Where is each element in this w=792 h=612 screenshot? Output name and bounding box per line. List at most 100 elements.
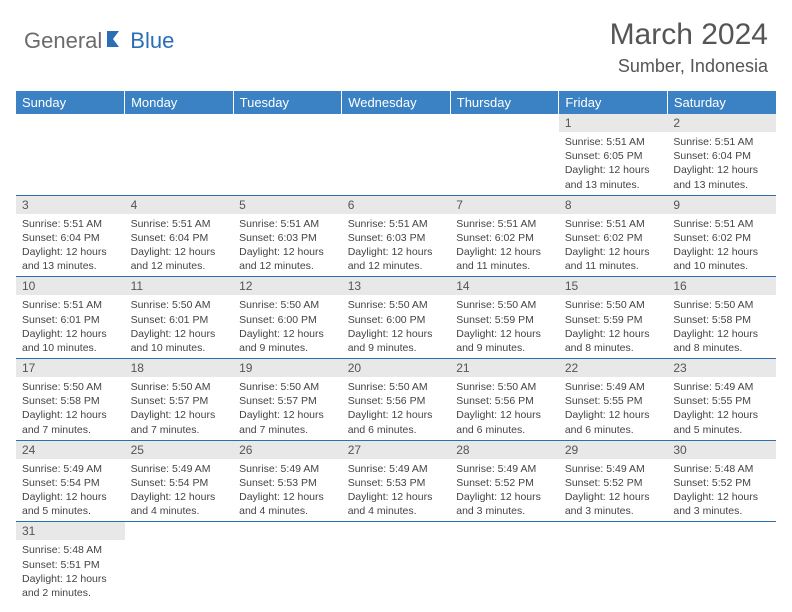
day-details: Sunrise: 5:50 AMSunset: 5:56 PMDaylight:… (450, 377, 559, 440)
calendar-cell: 12Sunrise: 5:50 AMSunset: 6:00 PMDayligh… (233, 277, 342, 359)
day-details: Sunrise: 5:49 AMSunset: 5:52 PMDaylight:… (559, 459, 668, 522)
calendar-cell: 31Sunrise: 5:48 AMSunset: 5:51 PMDayligh… (16, 522, 125, 603)
day-number: 8 (559, 196, 668, 214)
day-number: 14 (450, 277, 559, 295)
calendar-cell: 1Sunrise: 5:51 AMSunset: 6:05 PMDaylight… (559, 114, 668, 195)
location: Sumber, Indonesia (610, 56, 768, 77)
calendar-cell: 29Sunrise: 5:49 AMSunset: 5:52 PMDayligh… (559, 440, 668, 522)
day-number: 24 (16, 441, 125, 459)
calendar-body: .......... 1Sunrise: 5:51 AMSunset: 6:05 … (16, 114, 776, 603)
calendar-cell: 13Sunrise: 5:50 AMSunset: 6:00 PMDayligh… (342, 277, 451, 359)
day-number: 4 (125, 196, 234, 214)
calendar-cell: .. (450, 522, 559, 603)
day-number: 10 (16, 277, 125, 295)
weekday-header: Wednesday (342, 91, 451, 114)
day-details: Sunrise: 5:51 AMSunset: 6:01 PMDaylight:… (16, 295, 125, 358)
calendar-cell: 20Sunrise: 5:50 AMSunset: 5:56 PMDayligh… (342, 359, 451, 441)
day-details: Sunrise: 5:51 AMSunset: 6:03 PMDaylight:… (342, 214, 451, 277)
day-details: Sunrise: 5:50 AMSunset: 5:56 PMDaylight:… (342, 377, 451, 440)
calendar-cell: 16Sunrise: 5:50 AMSunset: 5:58 PMDayligh… (667, 277, 776, 359)
day-details: Sunrise: 5:51 AMSunset: 6:03 PMDaylight:… (233, 214, 342, 277)
day-number: 23 (667, 359, 776, 377)
calendar-cell: 19Sunrise: 5:50 AMSunset: 5:57 PMDayligh… (233, 359, 342, 441)
calendar-cell: .. (667, 522, 776, 603)
day-number: 12 (233, 277, 342, 295)
month-title: March 2024 (610, 18, 768, 52)
day-number: 7 (450, 196, 559, 214)
day-number: 17 (16, 359, 125, 377)
day-details: Sunrise: 5:51 AMSunset: 6:04 PMDaylight:… (667, 132, 776, 195)
calendar-cell: 11Sunrise: 5:50 AMSunset: 6:01 PMDayligh… (125, 277, 234, 359)
day-number: 27 (342, 441, 451, 459)
day-details: Sunrise: 5:50 AMSunset: 6:00 PMDaylight:… (233, 295, 342, 358)
calendar-cell: 3Sunrise: 5:51 AMSunset: 6:04 PMDaylight… (16, 195, 125, 277)
calendar-cell: 6Sunrise: 5:51 AMSunset: 6:03 PMDaylight… (342, 195, 451, 277)
calendar-header-row: SundayMondayTuesdayWednesdayThursdayFrid… (16, 91, 776, 114)
day-details: Sunrise: 5:51 AMSunset: 6:04 PMDaylight:… (125, 214, 234, 277)
day-number: 3 (16, 196, 125, 214)
logo-text-general: General (24, 28, 102, 54)
day-details: Sunrise: 5:49 AMSunset: 5:52 PMDaylight:… (450, 459, 559, 522)
calendar-cell: 5Sunrise: 5:51 AMSunset: 6:03 PMDaylight… (233, 195, 342, 277)
day-number: 20 (342, 359, 451, 377)
day-details: Sunrise: 5:50 AMSunset: 5:57 PMDaylight:… (125, 377, 234, 440)
day-details: Sunrise: 5:49 AMSunset: 5:54 PMDaylight:… (125, 459, 234, 522)
calendar-cell: .. (233, 114, 342, 195)
calendar-cell: .. (125, 114, 234, 195)
day-number: 30 (667, 441, 776, 459)
calendar-cell: 18Sunrise: 5:50 AMSunset: 5:57 PMDayligh… (125, 359, 234, 441)
day-details: Sunrise: 5:50 AMSunset: 5:59 PMDaylight:… (450, 295, 559, 358)
day-number: 22 (559, 359, 668, 377)
day-number: 25 (125, 441, 234, 459)
weekday-header: Thursday (450, 91, 559, 114)
day-details: Sunrise: 5:48 AMSunset: 5:51 PMDaylight:… (16, 540, 125, 603)
calendar-cell: 26Sunrise: 5:49 AMSunset: 5:53 PMDayligh… (233, 440, 342, 522)
calendar-cell: 8Sunrise: 5:51 AMSunset: 6:02 PMDaylight… (559, 195, 668, 277)
day-details: Sunrise: 5:50 AMSunset: 5:58 PMDaylight:… (16, 377, 125, 440)
day-details: Sunrise: 5:50 AMSunset: 5:58 PMDaylight:… (667, 295, 776, 358)
weekday-header: Sunday (16, 91, 125, 114)
calendar-cell: 24Sunrise: 5:49 AMSunset: 5:54 PMDayligh… (16, 440, 125, 522)
weekday-header: Saturday (667, 91, 776, 114)
calendar-cell: 21Sunrise: 5:50 AMSunset: 5:56 PMDayligh… (450, 359, 559, 441)
calendar-cell: 4Sunrise: 5:51 AMSunset: 6:04 PMDaylight… (125, 195, 234, 277)
day-details: Sunrise: 5:48 AMSunset: 5:52 PMDaylight:… (667, 459, 776, 522)
logo-text-blue: Blue (130, 28, 174, 54)
day-details: Sunrise: 5:49 AMSunset: 5:54 PMDaylight:… (16, 459, 125, 522)
calendar-cell: 7Sunrise: 5:51 AMSunset: 6:02 PMDaylight… (450, 195, 559, 277)
day-details: Sunrise: 5:51 AMSunset: 6:02 PMDaylight:… (559, 214, 668, 277)
calendar-table: SundayMondayTuesdayWednesdayThursdayFrid… (16, 91, 776, 603)
calendar-cell: .. (559, 522, 668, 603)
day-number: 5 (233, 196, 342, 214)
day-details: Sunrise: 5:51 AMSunset: 6:04 PMDaylight:… (16, 214, 125, 277)
day-details: Sunrise: 5:50 AMSunset: 6:00 PMDaylight:… (342, 295, 451, 358)
day-details: Sunrise: 5:50 AMSunset: 5:59 PMDaylight:… (559, 295, 668, 358)
title-block: March 2024 Sumber, Indonesia (610, 18, 768, 77)
calendar-cell: .. (233, 522, 342, 603)
day-details: Sunrise: 5:49 AMSunset: 5:53 PMDaylight:… (233, 459, 342, 522)
day-details: Sunrise: 5:51 AMSunset: 6:02 PMDaylight:… (667, 214, 776, 277)
day-details: Sunrise: 5:50 AMSunset: 6:01 PMDaylight:… (125, 295, 234, 358)
day-number: 16 (667, 277, 776, 295)
day-details: Sunrise: 5:49 AMSunset: 5:53 PMDaylight:… (342, 459, 451, 522)
day-details: Sunrise: 5:50 AMSunset: 5:57 PMDaylight:… (233, 377, 342, 440)
flag-icon (106, 28, 128, 54)
calendar-cell: .. (16, 114, 125, 195)
calendar-cell: 28Sunrise: 5:49 AMSunset: 5:52 PMDayligh… (450, 440, 559, 522)
day-number: 2 (667, 114, 776, 132)
day-number: 26 (233, 441, 342, 459)
header: General Blue March 2024 Sumber, Indonesi… (0, 0, 792, 85)
day-number: 1 (559, 114, 668, 132)
calendar-cell: 2Sunrise: 5:51 AMSunset: 6:04 PMDaylight… (667, 114, 776, 195)
calendar-cell: .. (342, 114, 451, 195)
day-number: 19 (233, 359, 342, 377)
day-number: 29 (559, 441, 668, 459)
weekday-header: Monday (125, 91, 234, 114)
calendar-cell: 9Sunrise: 5:51 AMSunset: 6:02 PMDaylight… (667, 195, 776, 277)
day-details: Sunrise: 5:49 AMSunset: 5:55 PMDaylight:… (667, 377, 776, 440)
day-number: 11 (125, 277, 234, 295)
day-details: Sunrise: 5:49 AMSunset: 5:55 PMDaylight:… (559, 377, 668, 440)
weekday-header: Tuesday (233, 91, 342, 114)
day-number: 18 (125, 359, 234, 377)
weekday-header: Friday (559, 91, 668, 114)
